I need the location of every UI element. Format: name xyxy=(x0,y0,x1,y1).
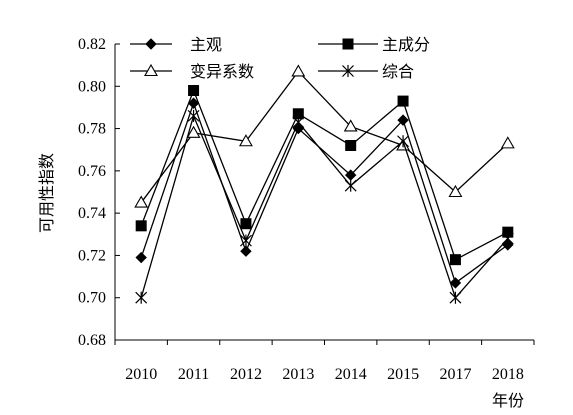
data-point xyxy=(292,116,305,129)
data-point xyxy=(449,291,462,304)
data-point xyxy=(186,125,201,138)
data-point xyxy=(188,85,200,97)
y-tick-label: 0.72 xyxy=(78,247,106,264)
axes: 0.68 0.70 0.72 0.74 0.76 0.78 0.80 0.82 2010 2011… xyxy=(78,36,535,383)
series-0 xyxy=(135,97,514,289)
data-point xyxy=(501,232,514,245)
y-tick-label: 0.78 xyxy=(78,121,106,138)
legend-item: 变异系数 xyxy=(130,62,254,81)
data-point xyxy=(345,139,357,151)
x-tick-label: 2011 xyxy=(178,366,209,383)
x-axis-label: 年份 xyxy=(492,391,524,410)
series-line xyxy=(140,101,509,284)
data-point xyxy=(397,95,409,107)
data-point xyxy=(187,109,200,122)
series-line xyxy=(140,70,509,203)
legend-item: 综合 xyxy=(318,62,414,81)
legend-label: 综合 xyxy=(382,62,414,81)
legend-item: 主观 xyxy=(130,35,222,54)
data-point xyxy=(291,64,306,77)
legend-label: 主成分 xyxy=(382,35,430,54)
data-point xyxy=(240,234,252,247)
data-point xyxy=(344,179,357,192)
data-point xyxy=(238,134,253,147)
y-tick-label: 0.74 xyxy=(78,205,106,222)
data-point xyxy=(292,108,304,120)
data-point xyxy=(343,119,358,132)
data-point xyxy=(449,254,461,266)
x-tick-label: 2012 xyxy=(230,366,262,383)
y-tick-label: 0.76 xyxy=(78,163,106,180)
data-point xyxy=(135,251,147,264)
series-3 xyxy=(135,109,514,304)
legend-label: 主观 xyxy=(190,35,222,54)
y-tick-label: 0.68 xyxy=(78,332,106,349)
series-line xyxy=(140,88,509,261)
x-tick-label: 2014 xyxy=(335,366,367,383)
series-1 xyxy=(135,85,514,266)
data-point xyxy=(240,245,252,257)
x-tick-label: 2018 xyxy=(492,366,524,383)
data-point xyxy=(187,97,200,109)
series-line xyxy=(140,113,509,299)
data-point xyxy=(397,135,409,148)
x-tick-label: 2010 xyxy=(125,366,157,383)
data-point xyxy=(397,114,409,126)
data-point xyxy=(342,38,354,50)
data-point xyxy=(135,220,147,232)
y-tick-label: 0.70 xyxy=(78,290,106,307)
y-tick-label: 0.82 xyxy=(78,36,106,53)
x-tick-label: 2013 xyxy=(282,366,314,383)
data-point xyxy=(500,136,515,149)
series-2 xyxy=(134,64,515,208)
y-axis-label: 可用性指数 xyxy=(37,153,56,233)
data-point xyxy=(134,195,149,208)
legend-item: 主成分 xyxy=(318,35,430,54)
series-layer xyxy=(134,64,515,304)
legend-label: 变异系数 xyxy=(190,62,254,81)
x-tick-label: 2015 xyxy=(387,366,419,383)
data-point xyxy=(342,64,354,78)
data-point xyxy=(448,184,463,198)
data-point xyxy=(502,226,514,238)
y-tick-label: 0.80 xyxy=(78,78,106,95)
data-point xyxy=(145,38,157,50)
data-point xyxy=(240,218,252,230)
x-tick-label: 2017 xyxy=(439,366,471,383)
data-point xyxy=(135,291,148,304)
data-point xyxy=(144,63,158,77)
data-point xyxy=(449,277,462,289)
